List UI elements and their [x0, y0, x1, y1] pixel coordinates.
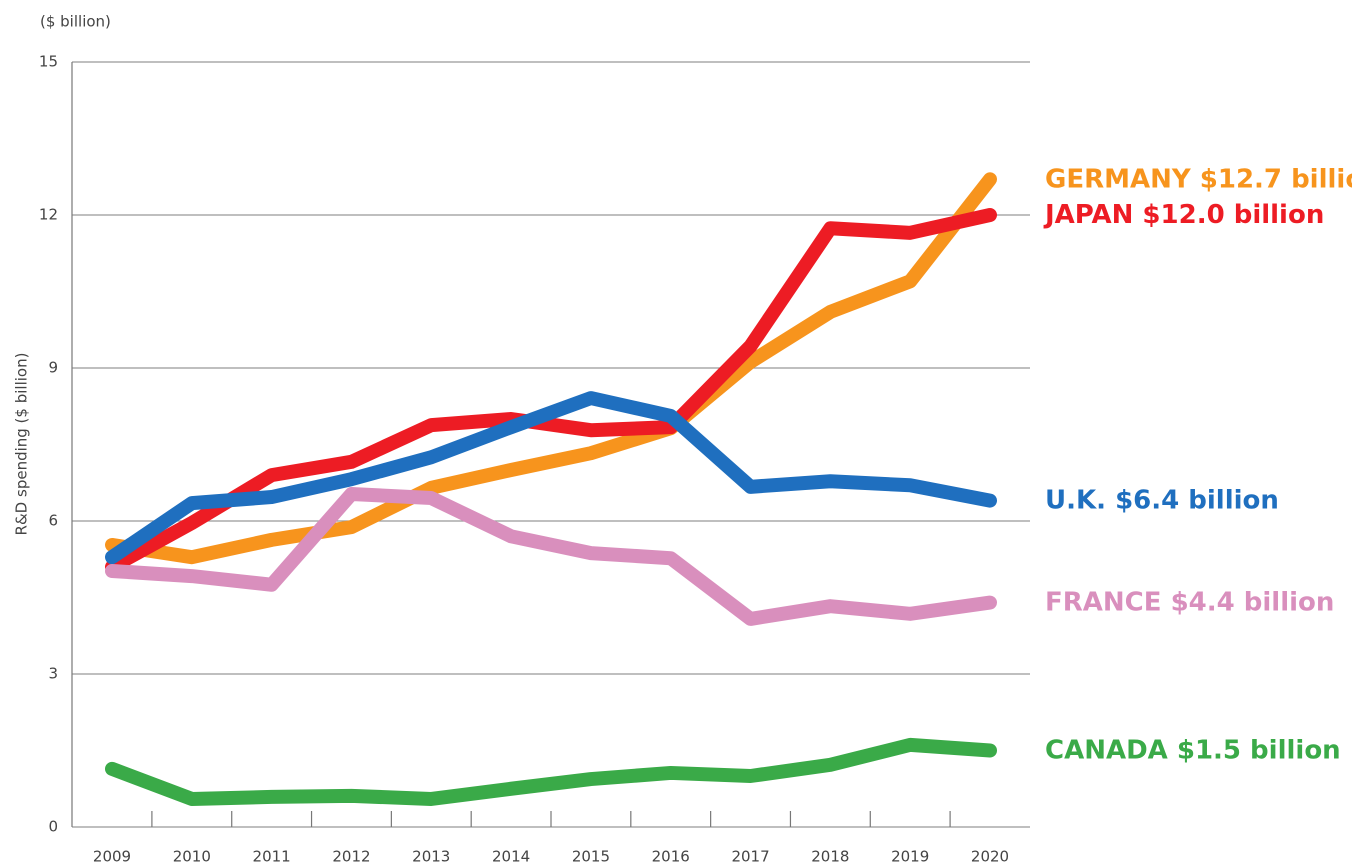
series-value-label: $12.0 billion — [1142, 200, 1324, 230]
series-label: U.K. $6.4 billion — [1045, 485, 1279, 515]
unit-note: ($ billion) — [40, 13, 111, 31]
y-tick-label: 6 — [48, 512, 58, 530]
series-value-label: $12.7 billion — [1200, 164, 1352, 194]
y-axis-label: R&D spending ($ billion) — [13, 353, 31, 536]
series-value-label: $1.5 billion — [1177, 735, 1341, 765]
x-tick-label: 2020 — [971, 848, 1009, 863]
x-tick-label: 2019 — [891, 848, 929, 863]
series-name: JAPAN — [1043, 200, 1133, 230]
x-tick-label: 2011 — [253, 848, 291, 863]
series-name: CANADA — [1045, 735, 1168, 765]
series-name: GERMANY — [1045, 164, 1192, 194]
series-line — [105, 486, 997, 626]
series-name: FRANCE — [1045, 587, 1162, 617]
x-tick-label: 2014 — [492, 848, 530, 863]
y-tick-label: 0 — [48, 818, 58, 836]
series-value-label: $4.4 billion — [1171, 587, 1335, 617]
y-tick-label: 9 — [48, 359, 58, 377]
series-line — [105, 208, 997, 574]
x-tick-label: 2017 — [731, 848, 769, 863]
series-line — [105, 172, 997, 565]
y-tick-label: 12 — [39, 206, 58, 224]
series-label: CANADA $1.5 billion — [1045, 735, 1341, 765]
series-value-label: $6.4 billion — [1115, 485, 1279, 515]
x-tick-label: 2013 — [412, 848, 450, 863]
series-line — [105, 391, 997, 565]
y-tick-label: 3 — [48, 665, 58, 683]
series-line — [105, 737, 997, 806]
series-label: JAPAN $12.0 billion — [1043, 200, 1324, 230]
y-tick-label: 15 — [39, 53, 58, 71]
series-label: GERMANY $12.7 billion — [1045, 164, 1352, 194]
x-tick-label: 2012 — [332, 848, 370, 863]
x-tick-label: 2015 — [572, 848, 610, 863]
x-tick-label: 2018 — [811, 848, 849, 863]
x-tick-label: 2009 — [93, 848, 131, 863]
x-tick-label: 2010 — [173, 848, 211, 863]
x-tick-label: 2016 — [652, 848, 690, 863]
series-name: U.K. — [1045, 485, 1106, 515]
series-label: FRANCE $4.4 billion — [1045, 587, 1334, 617]
